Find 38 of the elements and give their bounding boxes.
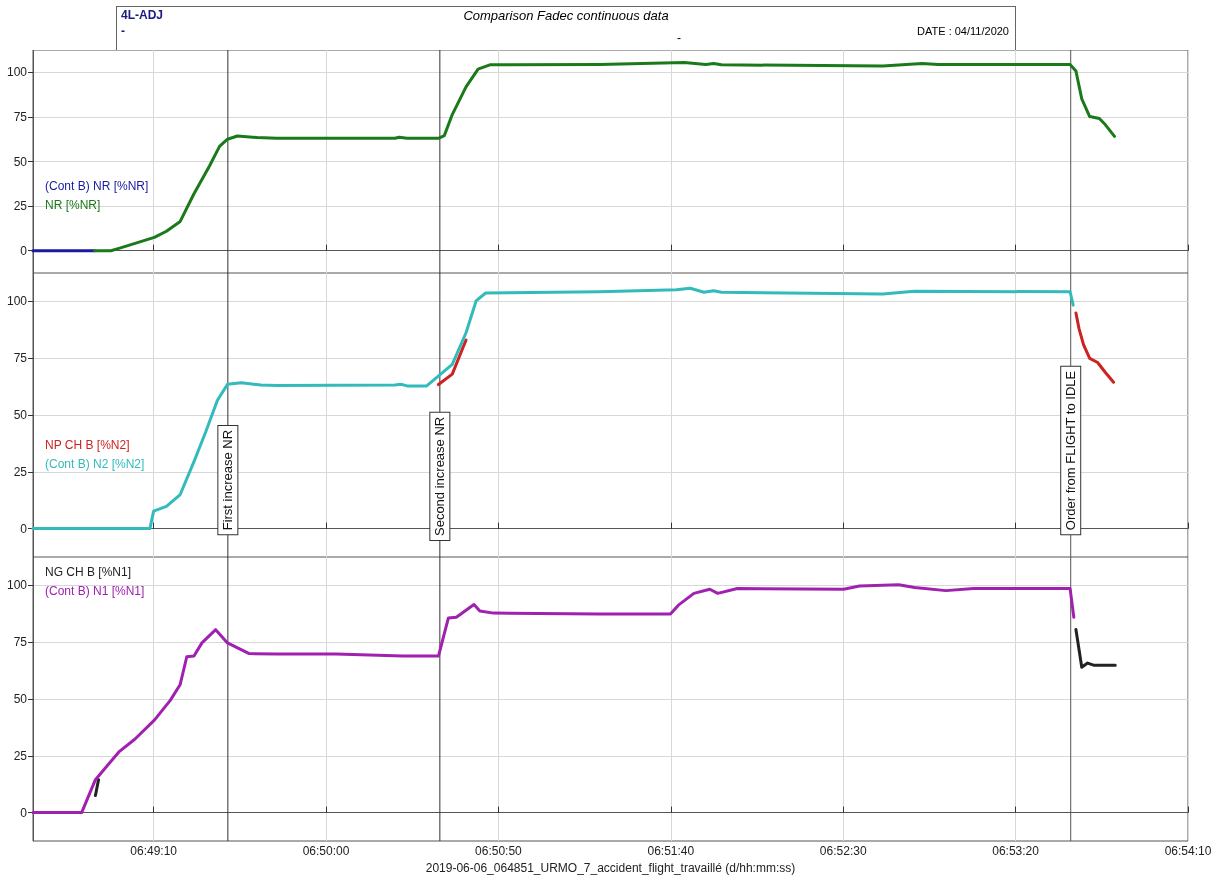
x-tick-label: 06:54:10 xyxy=(1164,844,1212,858)
text: NG CH B [%N1] xyxy=(45,565,132,579)
y-tick-label: 75 xyxy=(13,109,28,124)
y-tick-label: 0 xyxy=(20,805,28,820)
y-tick-label: 50 xyxy=(13,154,28,169)
text: DATE : 04/11/2020 xyxy=(917,25,1009,37)
text: 4L-ADJ xyxy=(121,8,164,22)
text: NP CH B [%N2] xyxy=(45,437,130,452)
y-tick-label: 50 xyxy=(13,692,28,706)
y-tick-label: 75 xyxy=(13,351,28,366)
y-tick-label: 0 xyxy=(20,521,28,536)
y-tick-label: 0 xyxy=(20,243,28,258)
y-tick-label: 25 xyxy=(13,464,28,479)
text: - xyxy=(677,31,681,45)
text: (Cont B) N1 [%N1] xyxy=(45,584,145,598)
text: - xyxy=(121,24,125,38)
x-axis-title: 2019-06-06_064851_URMO_7_accident_flight_travaillé (d/hh:mm:ss) xyxy=(425,860,796,875)
y-tick-label: 50 xyxy=(13,408,28,422)
x-tick-label: 06:50:50 xyxy=(475,844,523,858)
x-tick-label: 06:53:20 xyxy=(992,844,1040,858)
line-series xyxy=(31,583,1076,815)
y-tick-label: 100 xyxy=(6,65,28,80)
x-tick-label: 06:52:30 xyxy=(819,844,867,858)
x-tick-label: 06:49:10 xyxy=(130,844,178,858)
y-tick-label: 25 xyxy=(13,748,28,763)
x-tick-label: 06:51:40 xyxy=(647,844,695,858)
text: (Cont B) NR [%NR] xyxy=(45,179,149,194)
y-tick-label: 100 xyxy=(6,578,28,593)
y-tick-label: 100 xyxy=(6,294,28,309)
text: (Cont B) N2 [%N2] xyxy=(45,456,145,471)
y-tick-label: 25 xyxy=(13,199,28,214)
text: NR [%NR] xyxy=(45,198,101,213)
y-tick-label: 75 xyxy=(13,635,28,650)
chart-title: Comparison Fadec continuous data xyxy=(463,8,669,23)
x-tick-label: 06:50:00 xyxy=(302,844,350,858)
ref-line-label: Order from FLIGHT to IDLE xyxy=(1063,370,1079,531)
ref-line-label: Second increase NR xyxy=(432,416,448,537)
ref-line-label: First increase NR xyxy=(220,429,236,531)
